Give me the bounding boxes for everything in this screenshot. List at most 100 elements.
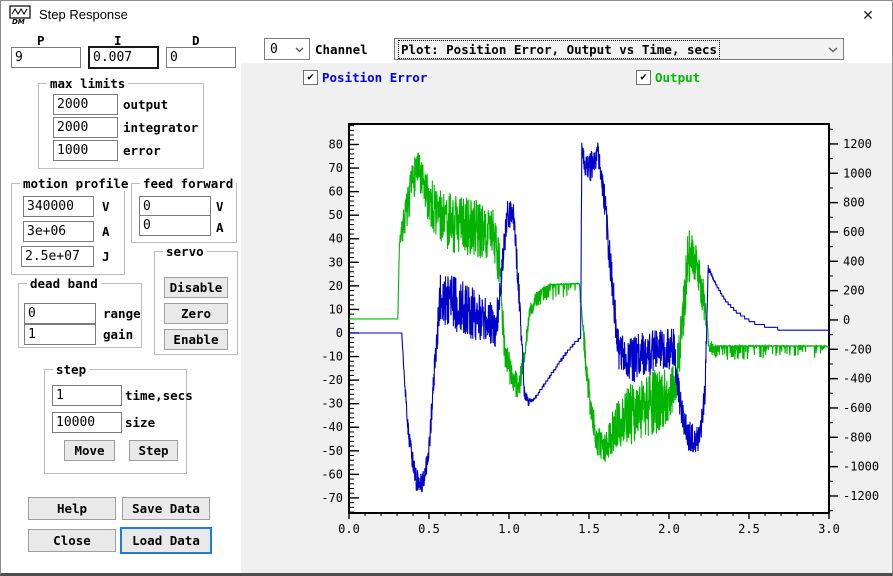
svg-text:-30: -30 [321,397,343,411]
ff-velocity-label: V [216,199,224,214]
svg-text:2.0: 2.0 [658,522,680,536]
motion-profile-title: motion profile [20,176,131,191]
accel-label: A [102,224,110,239]
window-title: Step Response [39,7,128,22]
max-limits-group: max limits output integrator error [38,83,204,169]
svg-text:0.5: 0.5 [418,522,440,536]
svg-text:40: 40 [329,232,343,246]
svg-text:0: 0 [336,326,343,340]
svg-text:3.0: 3.0 [818,522,840,536]
plot-canvas: 80 70 60 50 40 30 20 10 0 -10 -20 -30 -40 -50 -60 -70 12… [241,63,892,573]
svg-text:1.5: 1.5 [578,522,600,536]
max-output-label: output [123,97,168,112]
feed-forward-group: feed forward V A [131,183,237,243]
step-time-input[interactable] [52,385,122,406]
svg-text:0: 0 [843,313,850,327]
d-label: D [192,33,200,48]
jerk-label: J [102,249,110,264]
svg-text:DM: DM [12,18,25,25]
ff-accel-input[interactable] [139,215,211,236]
p-label: P [37,33,45,48]
svg-text:50: 50 [329,208,343,222]
step-group: step time,secs size Move Step [44,369,187,474]
svg-text:800: 800 [843,196,865,210]
svg-text:-50: -50 [321,444,343,458]
plot-type-value: Plot: Position Error, Output vs Time, se… [399,41,719,58]
accel-input[interactable] [23,221,94,242]
step-time-label: time,secs [125,388,193,403]
servo-title: servo [163,244,207,259]
gain-label: gain [103,327,133,342]
dead-band-group: dead band range gain [18,283,142,348]
step-size-label: size [125,415,155,430]
disable-button[interactable]: Disable [164,277,228,298]
svg-text:600: 600 [843,225,865,239]
max-output-input[interactable] [53,94,118,115]
app-icon: DM [9,5,31,25]
range-label: range [103,306,141,321]
chevron-down-icon [828,47,838,53]
svg-text:-40: -40 [321,420,343,434]
svg-text:-1000: -1000 [843,460,879,474]
svg-text:-600: -600 [843,401,872,415]
zero-button[interactable]: Zero [164,303,228,324]
svg-text:1.0: 1.0 [498,522,520,536]
svg-text:-70: -70 [321,491,343,505]
svg-text:0.0: 0.0 [338,522,360,536]
title-bar: DM Step Response ✕ [1,1,892,29]
svg-text:-10: -10 [321,350,343,364]
save-data-button[interactable]: Save Data [122,497,210,520]
max-error-input[interactable] [53,140,118,161]
ff-velocity-input[interactable] [139,196,211,217]
step-response-dialog: DM Step Response ✕ P I D 0 Channel Plot:… [0,0,893,576]
svg-text:80: 80 [329,137,343,151]
move-button[interactable]: Move [64,440,115,461]
dead-band-title: dead band [27,276,101,291]
svg-text:60: 60 [329,185,343,199]
servo-group: servo Disable Zero Enable [154,251,238,355]
svg-text:2.5: 2.5 [738,522,760,536]
close-button[interactable]: Close [28,529,116,552]
chevron-down-icon [295,47,304,53]
velocity-input[interactable] [23,196,94,217]
max-integrator-input[interactable] [53,117,118,138]
channel-label: Channel [315,42,368,57]
step-title: step [53,362,89,377]
plot-type-select[interactable]: Plot: Position Error, Output vs Time, se… [394,38,844,60]
velocity-label: V [102,199,110,214]
feed-forward-title: feed forward [140,176,236,191]
channel-select[interactable]: 0 [264,38,310,60]
svg-text:-1200: -1200 [843,489,879,503]
svg-text:-400: -400 [843,372,872,386]
svg-text:-20: -20 [321,373,343,387]
svg-text:30: 30 [329,255,343,269]
svg-text:-60: -60 [321,467,343,481]
enable-button[interactable]: Enable [164,329,228,350]
step-size-input[interactable] [52,412,122,433]
svg-text:10: 10 [329,302,343,316]
max-error-label: error [123,143,161,158]
gain-input[interactable] [24,324,96,345]
svg-text:1000: 1000 [843,166,872,180]
channel-value: 0 [265,42,278,57]
step-button[interactable]: Step [129,440,178,461]
i-input[interactable] [88,46,159,69]
max-integrator-label: integrator [123,120,198,135]
d-input[interactable] [166,47,236,68]
ff-accel-label: A [216,220,224,235]
svg-text:200: 200 [843,284,865,298]
svg-text:70: 70 [329,161,343,175]
svg-text:-200: -200 [843,342,872,356]
svg-text:20: 20 [329,279,343,293]
close-icon[interactable]: ✕ [854,4,882,26]
motion-profile-group: motion profile V A J [11,183,125,275]
svg-text:400: 400 [843,254,865,268]
load-data-button[interactable]: Load Data [120,527,212,554]
help-button[interactable]: Help [28,497,116,520]
svg-text:-800: -800 [843,430,872,444]
svg-text:1200: 1200 [843,137,872,151]
jerk-input[interactable] [21,246,94,267]
max-limits-title: max limits [47,76,128,91]
range-input[interactable] [24,303,96,324]
p-input[interactable] [11,47,81,68]
